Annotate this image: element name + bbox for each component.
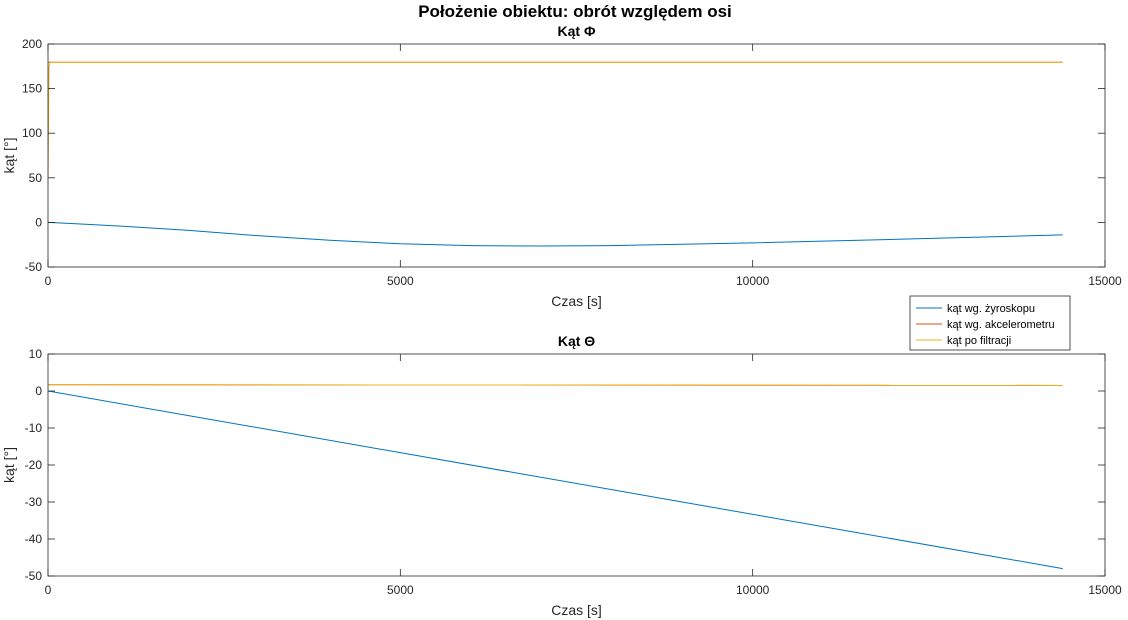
y-tick-label: 150 <box>22 82 42 96</box>
x-tick-label: 0 <box>45 583 52 597</box>
x-tick-label: 15000 <box>1088 274 1122 288</box>
y-tick-label: -40 <box>25 532 43 546</box>
subplot-2: 0 5000 10000 15000 -50 -40 -30 -20 -10 0 10 Czas [s… <box>1 333 1122 618</box>
subplot-title: Kąt Φ <box>558 23 596 39</box>
y-tick-label: -20 <box>25 458 43 472</box>
y-tick-label: 50 <box>29 171 43 185</box>
y-tick-label: -50 <box>25 569 43 583</box>
y-tick-label: 200 <box>22 37 42 51</box>
x-tick-label: 0 <box>45 274 52 288</box>
legend-label: kąt wg. żyroskopu <box>947 303 1035 315</box>
series-line-kat-po-filtracji <box>48 61 1063 178</box>
plot-area <box>48 354 1105 576</box>
y-tick-label: 10 <box>29 347 43 361</box>
subplot-title: Kąt Θ <box>558 333 595 349</box>
x-tick-label: 15000 <box>1088 583 1122 597</box>
y-tick-label: 0 <box>35 215 42 229</box>
y-tick-label: 100 <box>22 126 42 140</box>
y-axis-label: kąt [°] <box>1 447 17 483</box>
plot-area <box>48 44 1105 267</box>
x-axis-label: Czas [s] <box>551 293 602 309</box>
series-group <box>48 61 1063 247</box>
x-tick-label: 10000 <box>736 274 770 288</box>
legend: kąt wg. żyroskopu kąt wg. akcelerometru ką… <box>909 295 1071 351</box>
legend-label: kąt po filtracji <box>947 335 1011 347</box>
series-line-kat-wg-zyroskopu <box>48 390 1063 570</box>
legend-box <box>909 295 1071 351</box>
x-tick-label: 5000 <box>387 583 414 597</box>
y-tick-label: -10 <box>25 421 43 435</box>
legend-label: kąt wg. akcelerometru <box>947 319 1055 331</box>
series-group <box>48 384 1063 570</box>
y-axis-label: kąt [°] <box>1 138 17 174</box>
x-axis-label: Czas [s] <box>551 602 602 618</box>
x-tick-label: 10000 <box>736 583 770 597</box>
series-line-kat-po-filtracji <box>48 384 1063 386</box>
figure-title: Położenie obiektu: obrót względem osi <box>418 2 732 21</box>
y-tick-label: -30 <box>25 495 43 509</box>
axes-box <box>47 43 1106 268</box>
y-tick-label: 0 <box>35 384 42 398</box>
x-tick-label: 5000 <box>387 274 414 288</box>
y-tick-label: -50 <box>25 260 43 274</box>
series-line-kat-wg-zyroskopu <box>48 221 1063 247</box>
